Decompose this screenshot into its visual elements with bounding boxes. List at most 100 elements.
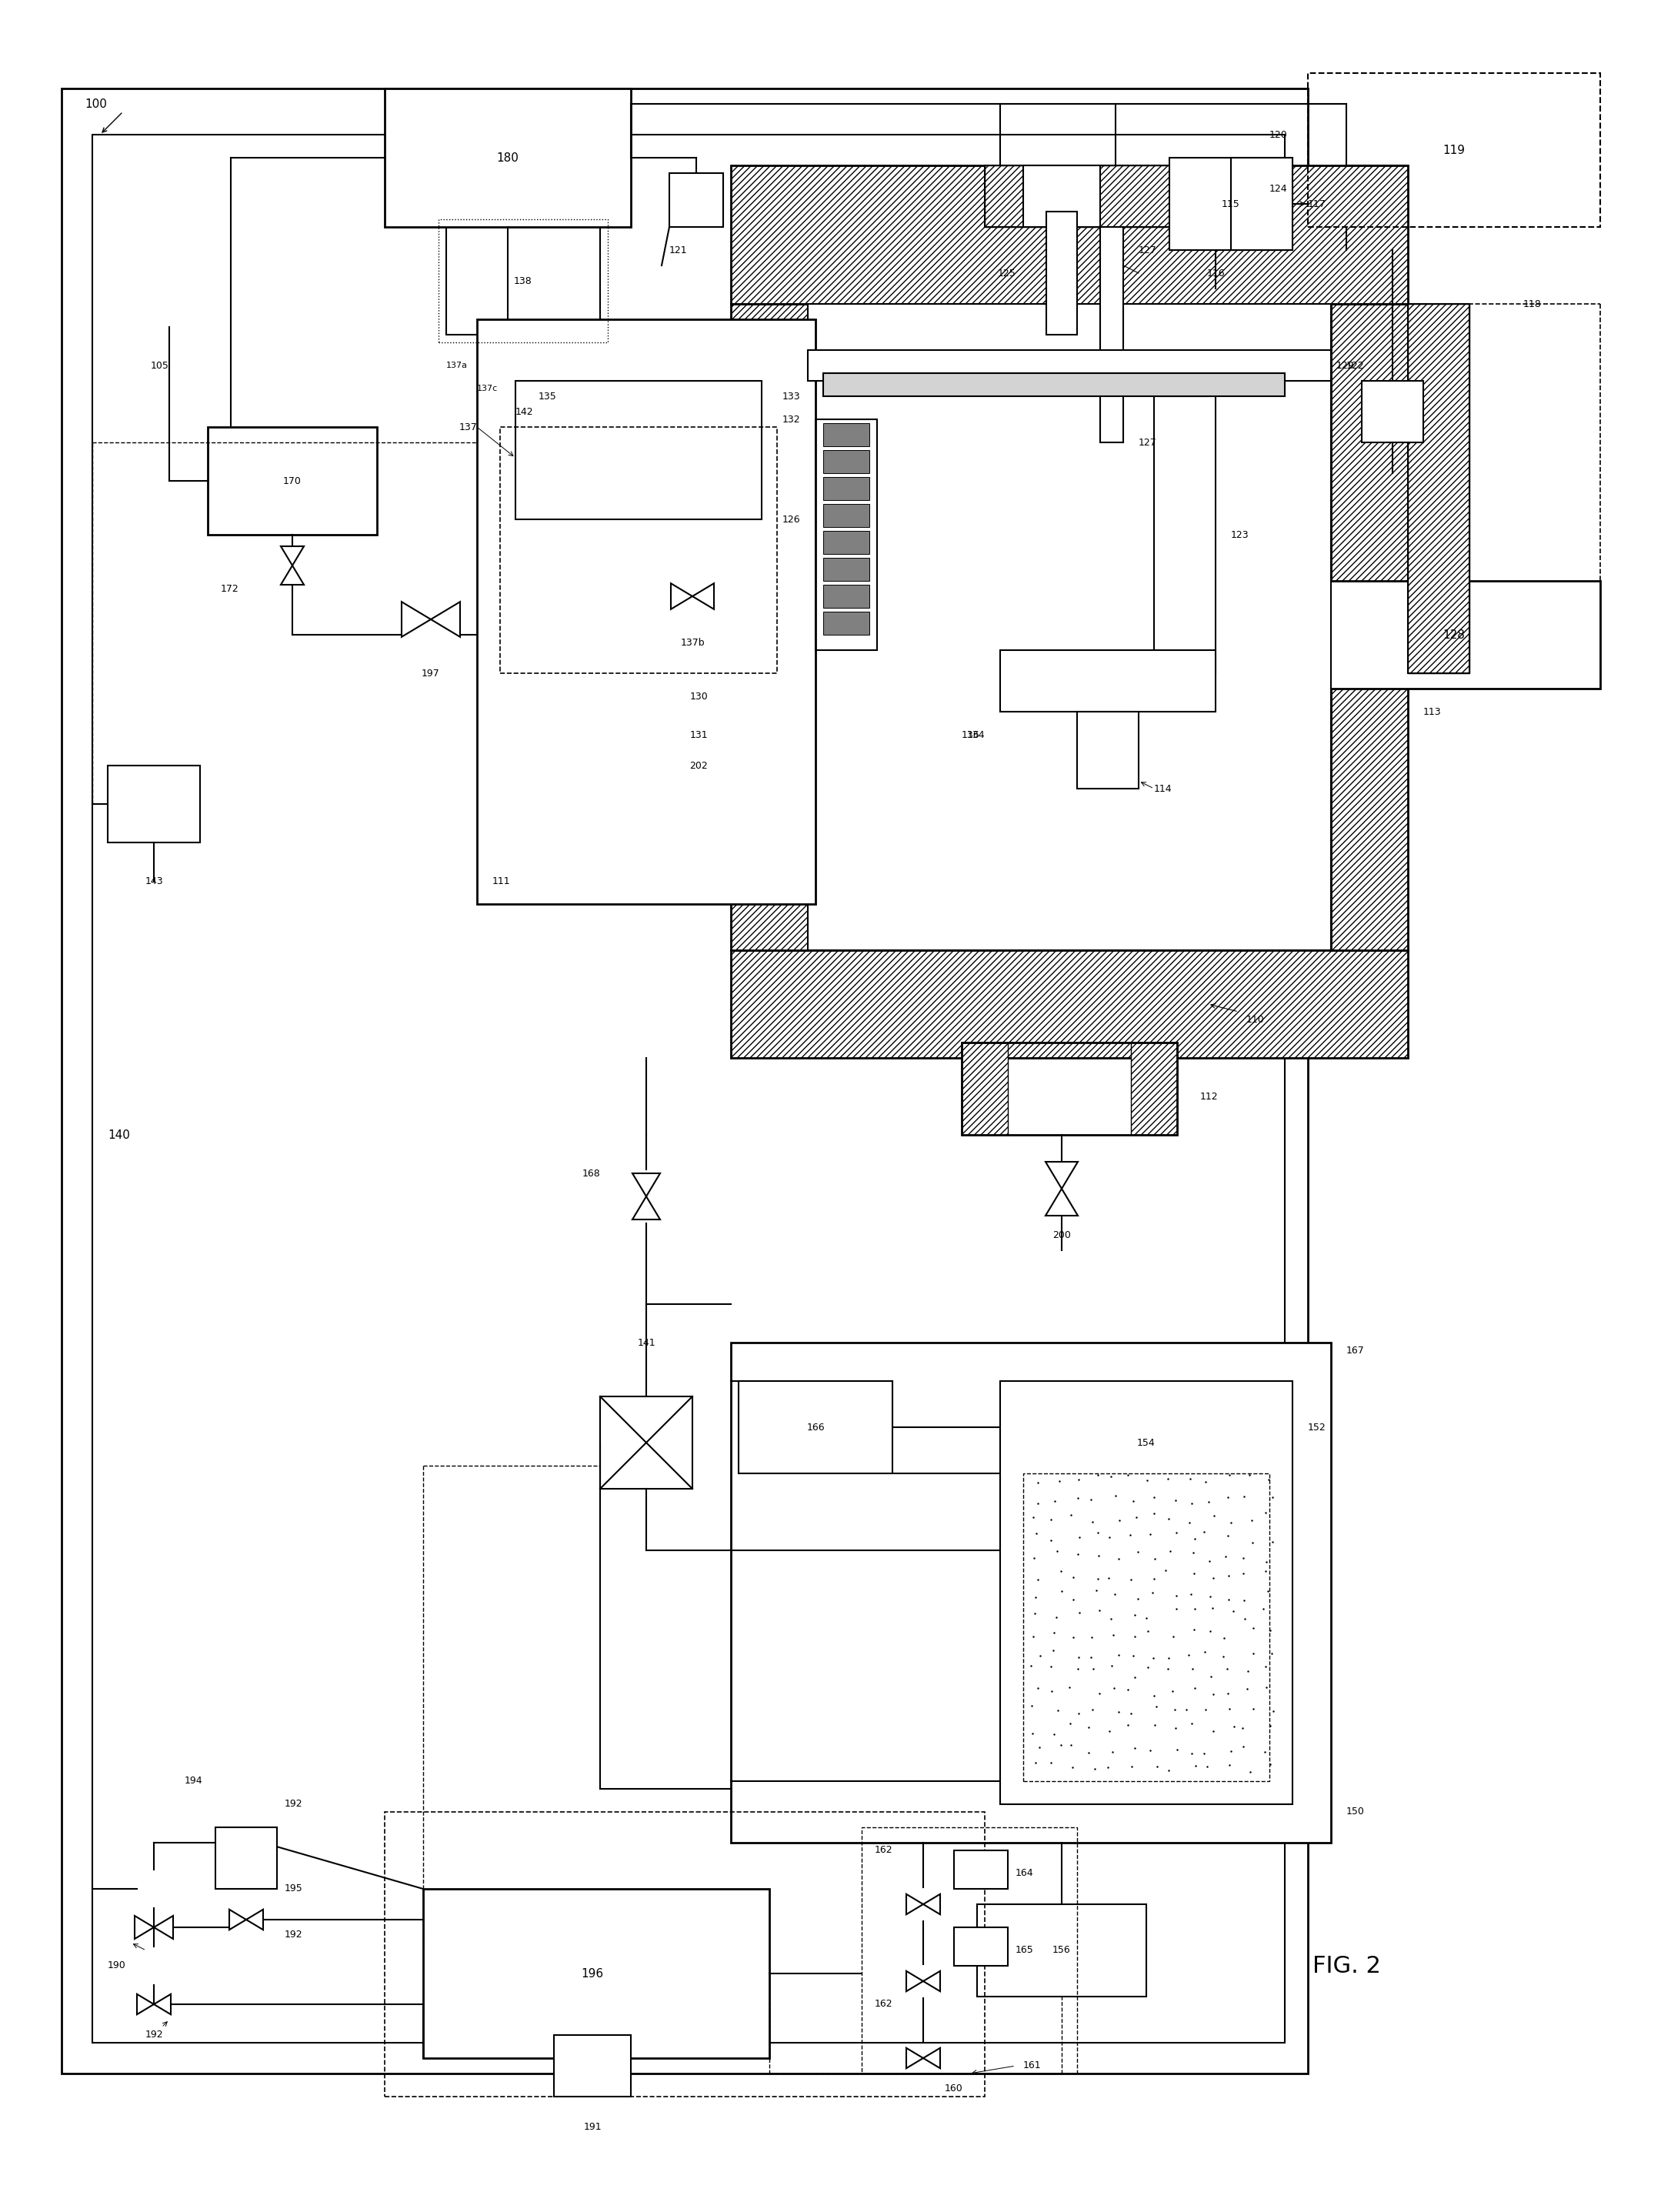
Text: 140: 140	[108, 1128, 130, 1141]
Bar	[1023, 166, 1100, 228]
Bar	[962, 1042, 1008, 1135]
Bar	[1307, 582, 1600, 688]
Bar	[807, 303, 1330, 951]
Bar	[816, 420, 877, 650]
Text: 130: 130	[689, 692, 708, 701]
Bar	[953, 1927, 1008, 1966]
Bar	[824, 613, 869, 635]
Bar	[953, 1851, 1008, 1889]
Text: 192: 192	[284, 1798, 302, 1809]
Bar	[1330, 303, 1409, 951]
Text: 194: 194	[184, 1776, 203, 1785]
Bar	[1362, 380, 1423, 442]
Polygon shape	[229, 1909, 246, 1929]
Text: 111: 111	[492, 876, 510, 887]
Bar	[985, 166, 1262, 228]
Text: 121: 121	[669, 246, 688, 254]
Text: 162: 162	[874, 1845, 892, 1856]
Text: 126: 126	[782, 515, 801, 524]
Polygon shape	[1045, 1188, 1078, 1217]
Bar	[477, 319, 816, 905]
Bar	[1023, 1473, 1269, 1781]
Bar	[1076, 712, 1139, 790]
Text: 143: 143	[145, 876, 163, 887]
Bar	[977, 1905, 1146, 1997]
Text: 192: 192	[284, 1931, 302, 1940]
Polygon shape	[633, 1197, 659, 1219]
Bar	[208, 427, 377, 535]
Bar	[216, 1827, 277, 1889]
Bar	[1409, 303, 1470, 672]
Bar	[824, 449, 869, 473]
Text: 160: 160	[945, 2084, 963, 2095]
Polygon shape	[693, 584, 714, 608]
Polygon shape	[136, 1993, 154, 2015]
Bar	[385, 1812, 985, 2097]
Text: 197: 197	[422, 668, 440, 679]
Text: 128: 128	[1443, 628, 1465, 641]
Text: 137c: 137c	[477, 385, 498, 392]
Text: 124: 124	[1269, 184, 1287, 192]
Text: 100: 100	[85, 97, 106, 111]
Polygon shape	[1045, 1161, 1078, 1188]
Polygon shape	[671, 584, 693, 608]
Text: 202: 202	[689, 761, 708, 770]
Text: 120: 120	[1269, 131, 1287, 139]
Text: 165: 165	[1015, 1944, 1033, 1955]
Bar	[447, 228, 600, 334]
Polygon shape	[246, 1832, 262, 1854]
Bar	[108, 765, 199, 843]
Bar	[1169, 157, 1292, 250]
Text: 122: 122	[1347, 361, 1365, 369]
Bar	[824, 504, 869, 526]
Polygon shape	[430, 602, 460, 637]
Text: 136: 136	[962, 730, 980, 739]
Text: 132: 132	[782, 414, 801, 425]
Bar	[824, 478, 869, 500]
Bar	[1409, 303, 1470, 672]
Polygon shape	[924, 2048, 940, 2068]
Bar	[439, 219, 608, 343]
Bar	[824, 531, 869, 553]
Bar	[862, 1827, 1076, 2073]
Text: 137b: 137b	[681, 637, 704, 648]
Bar	[731, 166, 1409, 303]
Polygon shape	[154, 1993, 171, 2015]
Polygon shape	[907, 1971, 924, 1991]
Text: 141: 141	[638, 1338, 656, 1347]
Polygon shape	[229, 1832, 246, 1854]
Bar	[807, 349, 1330, 380]
Bar	[824, 557, 869, 582]
Bar	[731, 303, 807, 951]
Text: 105: 105	[151, 361, 169, 369]
Text: 190: 190	[108, 1960, 126, 1971]
Bar	[962, 1042, 1178, 1135]
Bar	[824, 584, 869, 608]
Text: 127: 127	[1139, 438, 1158, 447]
Bar	[739, 1380, 892, 1473]
Text: 127: 127	[1139, 246, 1158, 254]
Text: 200: 200	[1053, 1230, 1071, 1241]
Text: 110: 110	[1246, 1015, 1264, 1024]
Polygon shape	[246, 1909, 262, 1929]
Text: 116: 116	[1206, 268, 1224, 279]
Bar	[731, 951, 1409, 1057]
Polygon shape	[402, 602, 430, 637]
Text: 196: 196	[581, 1969, 603, 1980]
Text: 172: 172	[221, 584, 239, 593]
Bar	[553, 2035, 631, 2097]
Bar	[824, 422, 869, 447]
Text: 152: 152	[1307, 1422, 1325, 1431]
Bar	[93, 135, 1286, 2042]
Bar	[500, 427, 777, 672]
Bar	[1000, 1380, 1292, 1805]
Text: 114: 114	[1154, 783, 1173, 794]
Text: 133: 133	[782, 392, 801, 400]
Text: 156: 156	[1053, 1944, 1071, 1955]
Bar	[600, 1396, 693, 1489]
Text: 134: 134	[967, 730, 985, 739]
Bar	[731, 303, 807, 951]
Text: 180: 180	[497, 153, 518, 164]
Polygon shape	[538, 491, 560, 518]
Text: 118: 118	[1523, 299, 1541, 310]
